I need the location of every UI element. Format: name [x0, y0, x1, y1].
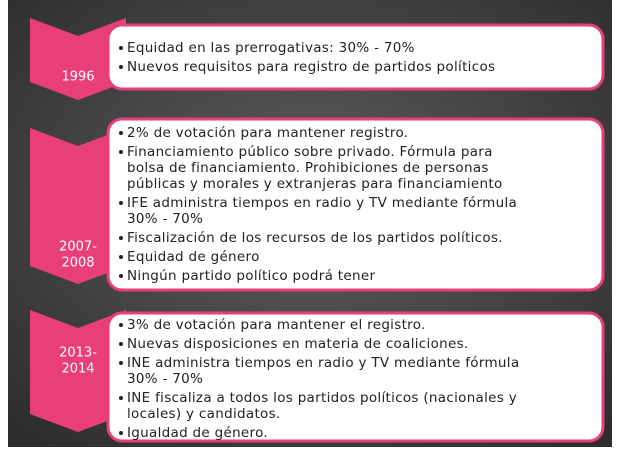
- bullet: [119, 46, 123, 50]
- bullet-text: 2% de votación para mantener registro.: [127, 125, 408, 141]
- year-label: 2014: [61, 362, 94, 377]
- bullet-text: INE fiscaliza a todos los partidos polít…: [127, 390, 517, 406]
- bullet-text: INE administra tiempos en radio y TV med…: [127, 355, 519, 371]
- bullet-text: Fiscalización de los recursos de los par…: [127, 230, 503, 246]
- chevron: [30, 18, 126, 100]
- bullet-text: Igualdad de género.: [127, 425, 268, 441]
- bullet-text: Ningún partido político podrá tener: [127, 268, 375, 284]
- bullet-text: Equidad en las prerrogativas: 30% - 70%: [127, 40, 415, 56]
- bullet-text: públicas y morales y extranjeras para fi…: [127, 176, 503, 192]
- bullet: [119, 342, 123, 346]
- year-label: 1996: [61, 70, 94, 85]
- year-label: 2007-: [59, 240, 97, 255]
- bullet-text: bolsa de financiamiento. Prohibiciones d…: [127, 160, 489, 176]
- bullet-text: Financiamiento público sobre privado. Fó…: [127, 144, 493, 160]
- bullet: [119, 201, 123, 205]
- bullet-text: IFE administra tiempos en radio y TV med…: [127, 195, 517, 211]
- bullet: [119, 396, 123, 400]
- year-label: 2013-: [59, 346, 97, 361]
- bullet: [119, 361, 123, 365]
- bullet: [119, 323, 123, 327]
- bullet: [119, 274, 123, 278]
- bullet-text: 30% - 70%: [127, 371, 203, 387]
- bullet: [119, 65, 123, 69]
- bullet: [119, 431, 123, 435]
- bullet-text: locales) y candidatos.: [127, 406, 281, 422]
- chevron: [30, 128, 126, 284]
- bullet-text: 30% - 70%: [127, 211, 203, 227]
- chevron: [30, 310, 126, 432]
- bullet: [119, 255, 123, 259]
- bullet-text: Nuevos requisitos para registro de parti…: [127, 59, 495, 75]
- bullet-text: Nuevas disposiciones en materia de coali…: [127, 336, 469, 352]
- year-label: 2008: [61, 256, 94, 271]
- bullet: [119, 236, 123, 240]
- content-box: [106, 23, 605, 91]
- content-box: [106, 311, 605, 443]
- content-box: [106, 117, 605, 292]
- bullet: [119, 131, 123, 135]
- bullet-text: Equidad de género: [127, 249, 260, 265]
- bullet: [119, 150, 123, 154]
- bullet-text: 3% de votación para mantener el registro…: [127, 317, 426, 333]
